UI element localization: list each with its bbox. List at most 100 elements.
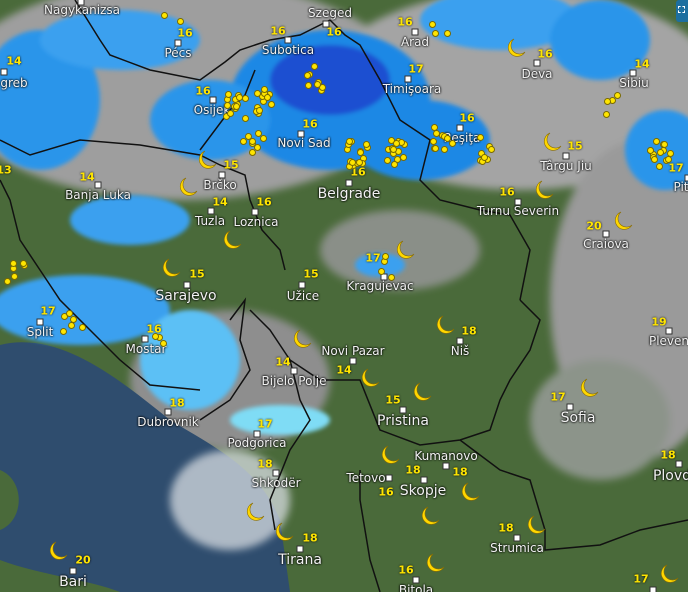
temperature-label: 18 (405, 463, 421, 477)
city-marker (290, 367, 298, 375)
city-label[interactable]: Tirana (278, 552, 322, 568)
temperature-label: 16 (177, 26, 193, 40)
city-label[interactable]: Pristina (377, 413, 429, 429)
temperature-label: 18 (498, 521, 514, 535)
city-label[interactable]: Plovd (652, 468, 688, 484)
crescent-moon-icon (199, 150, 217, 169)
city-label[interactable]: Užice (286, 289, 320, 303)
city-label[interactable]: Belgrade (317, 186, 381, 202)
temperature-label: 15 (567, 139, 583, 153)
temperature-label: 15 (303, 267, 319, 281)
temperature-label: 15 (189, 267, 205, 281)
city-label[interactable]: Split (26, 325, 54, 339)
crescent-moon-icon (224, 230, 242, 249)
crescent-moon-icon (422, 506, 440, 525)
city-label[interactable]: Loznica (233, 215, 279, 229)
lightning-dot-icon (304, 81, 312, 89)
city-label[interactable]: Pécs (164, 46, 192, 60)
lightning-dot-icon (660, 141, 668, 149)
lightning-dot-icon (614, 91, 622, 99)
lightning-dot-icon (248, 148, 256, 156)
temperature-label: 16 (537, 47, 553, 61)
city-label[interactable]: Subotica (261, 43, 315, 57)
city-label[interactable]: Turnu Severin (476, 204, 560, 218)
city-label[interactable]: Deva (521, 67, 553, 81)
lightning-dot-icon (253, 143, 261, 151)
lightning-dot-icon (319, 84, 327, 92)
temperature-label: 16 (397, 15, 413, 29)
lightning-dot-icon (382, 253, 390, 261)
temperature-label: 17 (408, 62, 424, 76)
city-label[interactable]: Kragujevac (346, 279, 414, 293)
city-label[interactable]: Banja Luka (65, 188, 131, 202)
city-label[interactable]: Bijelo Polje (261, 374, 327, 388)
city-label[interactable]: Novi Sad (277, 136, 331, 150)
city-label[interactable]: Mostar (125, 342, 167, 356)
city-label[interactable]: Novi Pazar (321, 344, 385, 358)
lightning-dot-icon (176, 17, 184, 25)
city-label[interactable]: Bari (59, 574, 87, 590)
crescent-moon-icon (414, 382, 432, 401)
city-marker (345, 179, 353, 187)
temperature-label: 15 (223, 158, 239, 172)
lightning-dot-icon (241, 115, 249, 123)
city-label[interactable]: greb (0, 76, 28, 90)
city-marker (69, 567, 77, 575)
city-label[interactable]: Nagykanizsa (44, 3, 120, 17)
temperature-label: 18 (169, 396, 185, 410)
city-marker (322, 20, 330, 28)
temperature-label: 17 (668, 161, 684, 175)
lightning-dot-icon (244, 133, 252, 141)
city-marker (0, 68, 8, 76)
city-label[interactable]: Sofia (560, 410, 596, 426)
crescent-moon-icon (615, 211, 633, 230)
city-label[interactable]: Târgu Jiu (540, 159, 592, 173)
city-marker (385, 474, 393, 482)
city-label[interactable]: Sarajevo (155, 288, 217, 304)
city-label[interactable]: Shkodër (251, 476, 301, 490)
city-label[interactable]: Timişoara (382, 82, 442, 96)
city-label[interactable]: Dubrovnik (137, 415, 199, 429)
temperature-label: 16 (378, 485, 394, 499)
temperature-label: 16 (256, 195, 272, 209)
lightning-dot-icon (646, 147, 654, 155)
lightning-dot-icon (389, 146, 397, 154)
city-label[interactable]: Sibiu (619, 76, 649, 90)
temperature-label: 14 (336, 363, 352, 377)
city-label[interactable]: Strumica (490, 541, 544, 555)
temperature-label: 16 (195, 84, 211, 98)
city-label[interactable]: Tetovo (346, 471, 386, 485)
city-marker (251, 208, 259, 216)
city-label[interactable]: Tuzla (194, 214, 226, 228)
lightning-dot-icon (657, 148, 665, 156)
crescent-moon-icon (661, 564, 679, 583)
city-label[interactable]: Pleven (648, 334, 688, 348)
city-marker (183, 281, 191, 289)
city-marker (404, 75, 412, 83)
lightning-dot-icon (399, 153, 407, 161)
city-label[interactable]: Arad (400, 35, 430, 49)
lightning-dot-icon (429, 137, 437, 145)
crescent-moon-icon (362, 368, 380, 387)
city-label[interactable]: Niš (450, 344, 470, 358)
city-label[interactable]: Osijek (193, 103, 231, 117)
lightning-dot-icon (384, 156, 392, 164)
crescent-moon-icon (427, 553, 445, 572)
city-label[interactable]: Brčko (203, 178, 237, 192)
temperature-label: 15 (385, 393, 401, 407)
fullscreen-button[interactable] (676, 0, 688, 22)
city-label[interactable]: Skopje (399, 483, 447, 499)
city-label[interactable]: Pit (673, 180, 688, 194)
city-marker (399, 406, 407, 414)
city-label[interactable]: Bitola (398, 583, 434, 592)
city-label[interactable]: Craiova (583, 237, 629, 251)
lightning-dot-icon (651, 156, 659, 164)
city-label[interactable]: Podgorica (227, 436, 287, 450)
temperature-label: 17 (633, 572, 649, 586)
lightning-dot-icon (60, 313, 68, 321)
city-label[interactable]: Szeged (308, 6, 352, 20)
city-label[interactable]: Kumanovo (414, 449, 478, 463)
lightning-dot-icon (602, 110, 610, 118)
temperature-label: 16 (146, 322, 162, 336)
